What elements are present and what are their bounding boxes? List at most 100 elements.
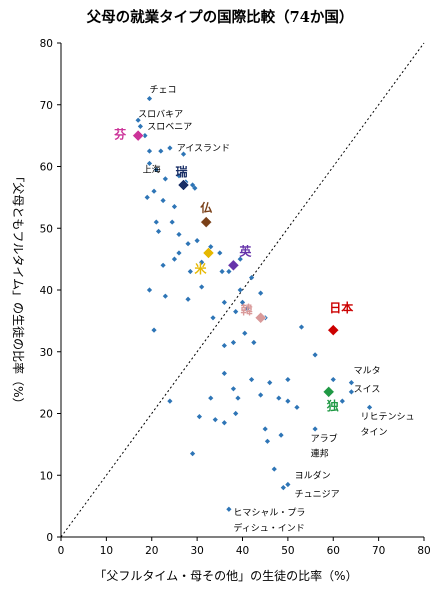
data-points — [135, 95, 373, 512]
data-point — [239, 299, 246, 305]
data-point — [169, 219, 175, 225]
data-point — [285, 376, 291, 383]
data-point — [276, 395, 282, 401]
data-point — [160, 197, 166, 204]
country-label: チェコ — [149, 84, 176, 95]
data-point — [339, 398, 345, 404]
x-tick-label: 30 — [190, 545, 203, 557]
data-point — [162, 293, 168, 299]
country-label: スロバキア — [138, 109, 183, 120]
data-point — [158, 148, 164, 154]
x-tick-label: 50 — [281, 545, 294, 557]
data-point — [230, 386, 237, 392]
data-point — [330, 376, 336, 383]
highlight-label: 韓 — [241, 302, 253, 317]
data-point — [192, 185, 198, 191]
x-tick-label: 60 — [327, 545, 340, 557]
data-point — [237, 287, 243, 293]
highlight-label: 米 — [194, 261, 207, 276]
y-tick-label: 40 — [40, 285, 53, 297]
country-label: ディシュ・インド — [233, 522, 304, 534]
data-point — [189, 451, 196, 457]
data-point — [212, 417, 218, 423]
data-point — [137, 123, 144, 129]
x-axis-title: 「父フルタイム・母その他」の生徒の比率（%） — [94, 568, 357, 583]
data-point — [176, 231, 182, 238]
highlight-point — [132, 129, 144, 142]
data-point — [176, 173, 182, 179]
data-point — [155, 228, 162, 234]
highlight-point — [322, 386, 335, 398]
data-point — [171, 256, 178, 262]
data-point — [176, 250, 182, 256]
y-tick-label: 0 — [46, 532, 53, 544]
data-point — [160, 262, 166, 268]
data-point — [294, 404, 300, 410]
highlight-label: 独 — [326, 398, 339, 413]
data-point — [221, 342, 227, 349]
y-tick-label: 80 — [40, 38, 53, 50]
data-point — [348, 380, 354, 386]
data-point — [146, 148, 153, 154]
data-point — [221, 299, 227, 305]
country-label: 連邦 — [311, 448, 329, 460]
data-point — [196, 413, 202, 420]
data-point — [366, 404, 373, 410]
data-point — [210, 315, 216, 321]
x-tick-label: 80 — [417, 545, 430, 557]
data-point — [262, 426, 268, 432]
data-point — [153, 219, 159, 225]
data-point — [312, 352, 318, 358]
highlight-label: 英 — [239, 243, 252, 258]
data-point — [153, 166, 159, 173]
data-point — [312, 426, 318, 432]
data-point — [208, 395, 214, 401]
data-point — [146, 95, 153, 102]
data-point — [221, 370, 227, 376]
highlight-label: 芬 — [113, 127, 127, 142]
data-point — [285, 398, 291, 404]
data-point — [226, 506, 232, 512]
x-tick-label: 20 — [145, 545, 158, 557]
data-point — [151, 188, 157, 194]
country-label: 上海 — [143, 164, 161, 176]
data-point — [151, 327, 157, 333]
data-point — [267, 380, 273, 386]
data-point — [226, 268, 232, 275]
data-point — [221, 420, 227, 426]
data-point — [242, 330, 248, 336]
y-tick-label: 60 — [40, 162, 53, 174]
data-point — [233, 309, 239, 315]
highlight-point — [202, 247, 215, 259]
data-point — [285, 481, 291, 488]
data-point — [348, 389, 354, 395]
country-label: アラブ — [311, 432, 338, 444]
data-point — [194, 238, 200, 244]
data-point — [219, 268, 225, 275]
data-point — [180, 151, 187, 157]
country-label: マルタ — [354, 365, 381, 376]
data-point — [142, 133, 148, 139]
data-point — [199, 284, 205, 290]
x-tick-label: 0 — [58, 545, 65, 557]
highlight-label: 日本 — [329, 300, 353, 315]
data-point — [235, 395, 241, 401]
country-label: チュニジア — [295, 489, 340, 500]
country-label: スロベニア — [147, 122, 192, 132]
data-point — [251, 339, 257, 346]
data-point — [146, 287, 153, 293]
country-label: リヒテンシュ — [360, 412, 414, 423]
data-point — [264, 438, 271, 444]
highlight-point — [254, 311, 267, 324]
y-tick-label: 30 — [40, 347, 53, 359]
data-point — [237, 256, 243, 262]
x-tick-label: 70 — [372, 545, 385, 557]
data-point — [230, 339, 237, 346]
data-point — [144, 194, 150, 200]
highlight-point — [177, 179, 190, 191]
y-tick-label: 70 — [40, 100, 53, 112]
data-point — [280, 485, 286, 491]
y-tick-label: 20 — [40, 409, 53, 421]
highlight-label: 瑞 — [176, 164, 188, 179]
